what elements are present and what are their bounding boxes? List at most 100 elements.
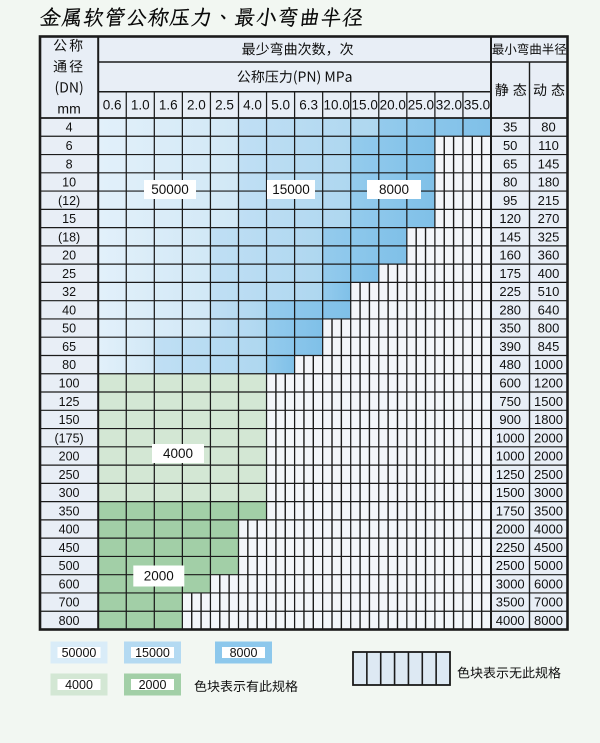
svg-text:1750: 1750: [496, 503, 525, 518]
svg-text:4: 4: [66, 121, 73, 135]
svg-text:20: 20: [62, 249, 76, 263]
svg-text:640: 640: [538, 302, 560, 317]
svg-text:50000: 50000: [62, 646, 97, 660]
svg-text:10.0: 10.0: [324, 98, 350, 113]
svg-text:2.5: 2.5: [215, 98, 234, 113]
svg-text:40: 40: [62, 303, 76, 317]
svg-text:2000: 2000: [144, 569, 174, 584]
svg-text:1800: 1800: [534, 412, 563, 427]
svg-text:510: 510: [538, 284, 560, 299]
svg-text:mm: mm: [57, 101, 80, 117]
svg-text:4000: 4000: [163, 446, 193, 461]
svg-text:50: 50: [503, 138, 517, 153]
svg-text:95: 95: [503, 193, 517, 208]
svg-text:(175): (175): [55, 431, 84, 445]
svg-text:65: 65: [62, 340, 76, 354]
svg-text:3000: 3000: [534, 485, 563, 500]
svg-text:1250: 1250: [496, 467, 525, 482]
svg-text:360: 360: [538, 248, 560, 263]
svg-text:6000: 6000: [534, 576, 563, 591]
svg-text:2250: 2250: [496, 540, 525, 555]
svg-text:325: 325: [538, 229, 560, 244]
svg-text:1.0: 1.0: [131, 98, 150, 113]
svg-text:15: 15: [62, 212, 76, 226]
svg-text:80: 80: [62, 358, 76, 372]
svg-text:32.0: 32.0: [436, 98, 462, 113]
svg-text:125: 125: [59, 395, 80, 409]
svg-text:700: 700: [59, 596, 80, 610]
svg-text:4000: 4000: [496, 613, 525, 628]
svg-text:2500: 2500: [534, 467, 563, 482]
svg-text:35: 35: [503, 120, 517, 135]
svg-text:175: 175: [499, 266, 521, 281]
svg-text:0.6: 0.6: [103, 98, 122, 113]
svg-text:900: 900: [499, 412, 521, 427]
svg-text:80: 80: [541, 120, 555, 135]
svg-text:350: 350: [59, 504, 80, 518]
svg-text:35.0: 35.0: [464, 98, 490, 113]
svg-text:7000: 7000: [534, 595, 563, 610]
svg-text:8000: 8000: [230, 646, 258, 660]
svg-text:600: 600: [499, 376, 521, 391]
svg-text:1500: 1500: [534, 394, 563, 409]
svg-text:100: 100: [59, 377, 80, 391]
svg-text:6: 6: [66, 139, 73, 153]
svg-text:(18): (18): [58, 230, 80, 244]
svg-text:500: 500: [59, 559, 80, 573]
svg-text:1000: 1000: [496, 430, 525, 445]
svg-text:120: 120: [499, 211, 521, 226]
svg-text:1000: 1000: [496, 449, 525, 464]
svg-text:270: 270: [538, 211, 560, 226]
svg-text:1000: 1000: [534, 357, 563, 372]
svg-text:225: 225: [499, 284, 521, 299]
svg-text:(12): (12): [58, 194, 80, 208]
svg-text:4000: 4000: [65, 678, 93, 692]
svg-text:3000: 3000: [496, 576, 525, 591]
svg-text:3500: 3500: [534, 503, 563, 518]
svg-text:5000: 5000: [534, 558, 563, 573]
svg-text:4000: 4000: [534, 522, 563, 537]
svg-text:15000: 15000: [272, 182, 310, 197]
svg-text:80: 80: [503, 175, 517, 190]
svg-text:2.0: 2.0: [187, 98, 206, 113]
svg-text:400: 400: [59, 523, 80, 537]
svg-text:110: 110: [538, 138, 559, 153]
svg-text:800: 800: [59, 614, 80, 628]
svg-text:200: 200: [59, 450, 80, 464]
svg-text:160: 160: [499, 248, 521, 263]
svg-text:8: 8: [66, 157, 73, 171]
svg-text:390: 390: [499, 339, 521, 354]
svg-text:145: 145: [538, 156, 560, 171]
svg-text:800: 800: [538, 321, 560, 336]
svg-text:2500: 2500: [496, 558, 525, 573]
svg-text:50000: 50000: [151, 182, 189, 197]
svg-text:4500: 4500: [534, 540, 563, 555]
svg-text:20.0: 20.0: [380, 98, 406, 113]
svg-text:15000: 15000: [135, 646, 170, 660]
svg-text:215: 215: [538, 193, 560, 208]
svg-text:15.0: 15.0: [352, 98, 378, 113]
svg-text:1.6: 1.6: [159, 98, 178, 113]
svg-text:8000: 8000: [379, 182, 409, 197]
svg-text:4.0: 4.0: [243, 98, 262, 113]
svg-text:2000: 2000: [534, 430, 563, 445]
svg-text:3500: 3500: [496, 595, 525, 610]
svg-text:250: 250: [59, 468, 80, 482]
svg-text:1500: 1500: [496, 485, 525, 500]
svg-text:350: 350: [499, 321, 521, 336]
svg-text:450: 450: [59, 541, 80, 555]
svg-text:600: 600: [59, 577, 80, 591]
svg-text:6.3: 6.3: [299, 98, 318, 113]
svg-text:400: 400: [538, 266, 560, 281]
svg-text:10: 10: [62, 176, 76, 190]
svg-text:8000: 8000: [534, 613, 563, 628]
svg-text:2000: 2000: [496, 522, 525, 537]
svg-text:2000: 2000: [139, 678, 167, 692]
svg-text:145: 145: [499, 229, 521, 244]
svg-text:5.0: 5.0: [271, 98, 290, 113]
svg-text:280: 280: [499, 302, 521, 317]
svg-text:65: 65: [503, 156, 517, 171]
svg-text:300: 300: [59, 486, 80, 500]
svg-text:750: 750: [499, 394, 521, 409]
svg-text:150: 150: [59, 413, 80, 427]
